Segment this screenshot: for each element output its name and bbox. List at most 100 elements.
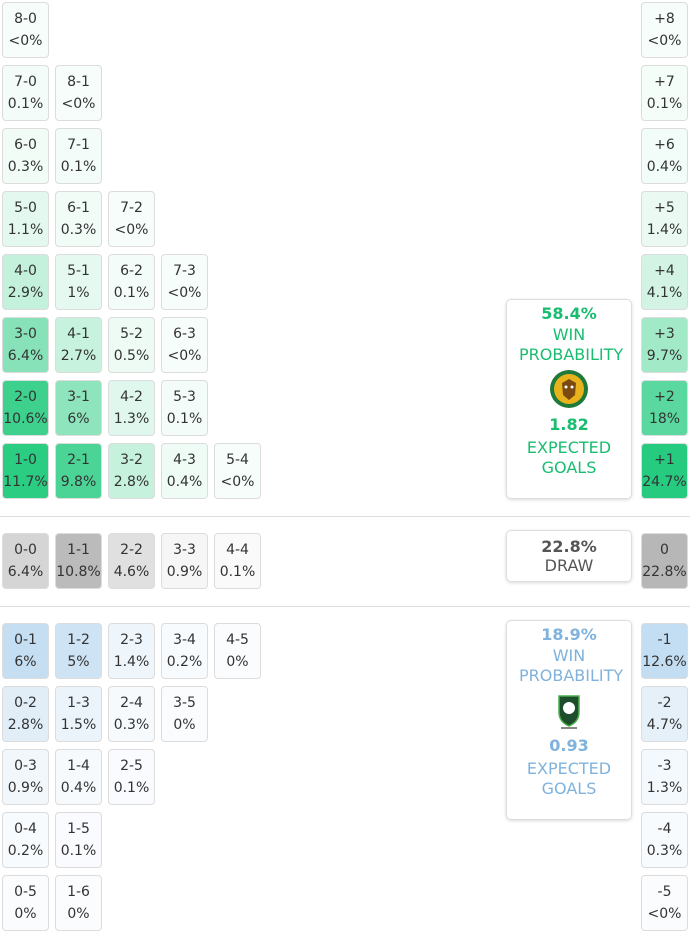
cell-text: 1.1% bbox=[7, 222, 44, 238]
score-cell: 0-1 6% bbox=[2, 623, 49, 679]
score-cell: 3-0 6.4% bbox=[2, 317, 49, 373]
score-cell: 4-1 2.7% bbox=[55, 317, 102, 373]
score-cell: 1-1 10.8% bbox=[55, 533, 102, 589]
cell-text: 5-2 bbox=[120, 326, 143, 342]
cell-text: 0 bbox=[660, 542, 669, 558]
cell-text: 1-6 bbox=[67, 884, 90, 900]
cell-text: 0.4% bbox=[166, 474, 203, 490]
margin-cell: -3 1.3% bbox=[641, 749, 688, 805]
score-cell: 2-2 4.6% bbox=[108, 533, 155, 589]
score-cell: 0-2 2.8% bbox=[2, 686, 49, 742]
score-cell: 3-2 2.8% bbox=[108, 443, 155, 499]
cell-text: 1.4% bbox=[646, 222, 683, 238]
score-cell: 2-0 10.6% bbox=[2, 380, 49, 436]
cell-text: 0-5 bbox=[14, 884, 37, 900]
cell-text: 4-3 bbox=[173, 452, 196, 468]
cell-text: 1.5% bbox=[60, 717, 97, 733]
score-cell: 5-2 0.5% bbox=[108, 317, 155, 373]
cell-text: 5-3 bbox=[173, 389, 196, 405]
cell-text: 6-3 bbox=[173, 326, 196, 342]
cell-text: -3 bbox=[657, 758, 672, 774]
home-expected-goals: 1.82 bbox=[549, 415, 589, 434]
cell-text: 5-0 bbox=[14, 200, 37, 216]
cell-text: <0% bbox=[220, 474, 255, 490]
score-cell: 3-4 0.2% bbox=[161, 623, 208, 679]
draw-label: DRAW bbox=[544, 555, 594, 575]
cell-text: 3-3 bbox=[173, 542, 196, 558]
cell-text: 1% bbox=[67, 285, 90, 301]
cell-text: 0% bbox=[226, 654, 249, 670]
home-win-label: WIN PROBABILITY bbox=[519, 325, 624, 364]
score-cell: 2-5 0.1% bbox=[108, 749, 155, 805]
cell-text: 5-4 bbox=[226, 452, 249, 468]
cell-text: 0-4 bbox=[14, 821, 37, 837]
cell-text: 6% bbox=[14, 654, 37, 670]
home-win-probability: 58.4% bbox=[541, 304, 597, 323]
score-cell: 7-1 0.1% bbox=[55, 128, 102, 184]
cell-text: 2-5 bbox=[120, 758, 143, 774]
cell-text: 0.3% bbox=[7, 159, 44, 175]
cell-text: 0.1% bbox=[7, 96, 44, 112]
score-cell: 1-5 0.1% bbox=[55, 812, 102, 868]
score-cell: 2-4 0.3% bbox=[108, 686, 155, 742]
cell-text: 0.1% bbox=[60, 159, 97, 175]
cell-text: 3-2 bbox=[120, 452, 143, 468]
away-expected-goals: 0.93 bbox=[549, 736, 589, 755]
score-cell: 8-1 <0% bbox=[55, 65, 102, 121]
cell-text: 1.3% bbox=[646, 780, 683, 796]
cell-text: 0.9% bbox=[7, 780, 44, 796]
cell-text: <0% bbox=[167, 348, 202, 364]
cell-text: 1.3% bbox=[113, 411, 150, 427]
cell-text: 3-0 bbox=[14, 326, 37, 342]
cell-text: 2-0 bbox=[14, 389, 37, 405]
cell-text: +7 bbox=[654, 74, 675, 90]
cell-text: 2-3 bbox=[120, 632, 143, 648]
cell-text: 2-2 bbox=[120, 542, 143, 558]
score-cell: 7-2 <0% bbox=[108, 191, 155, 247]
cell-text: 11.7% bbox=[3, 474, 48, 490]
score-cell: 5-0 1.1% bbox=[2, 191, 49, 247]
cell-text: 0.4% bbox=[646, 159, 683, 175]
cell-text: 0.1% bbox=[113, 285, 150, 301]
cell-text: 0.2% bbox=[7, 843, 44, 859]
cell-text: 0.2% bbox=[166, 654, 203, 670]
cell-text: 6% bbox=[67, 411, 90, 427]
cell-text: 24.7% bbox=[642, 474, 687, 490]
cell-text: 0% bbox=[173, 717, 196, 733]
score-cell: 1-0 11.7% bbox=[2, 443, 49, 499]
score-cell: 6-2 0.1% bbox=[108, 254, 155, 310]
cell-text: +6 bbox=[654, 137, 675, 153]
score-cell: 2-3 1.4% bbox=[108, 623, 155, 679]
cell-text: +5 bbox=[654, 200, 675, 216]
cell-text: 2.8% bbox=[7, 717, 44, 733]
cell-text: 4.7% bbox=[646, 717, 683, 733]
margin-cell: -5 <0% bbox=[641, 875, 688, 931]
cell-text: 3-5 bbox=[173, 695, 196, 711]
score-cell: 5-4 <0% bbox=[214, 443, 261, 499]
cell-text: 2-1 bbox=[67, 452, 90, 468]
cell-text: 0-3 bbox=[14, 758, 37, 774]
cell-text: 8-1 bbox=[67, 74, 90, 90]
margin-cell: +3 9.7% bbox=[641, 317, 688, 373]
cell-text: 3-1 bbox=[67, 389, 90, 405]
cell-text: +8 bbox=[654, 11, 675, 27]
margin-cell: 0 22.8% bbox=[641, 533, 688, 589]
margin-cell: +8 <0% bbox=[641, 2, 688, 58]
score-cell: 0-4 0.2% bbox=[2, 812, 49, 868]
cell-text: 12.6% bbox=[642, 654, 687, 670]
score-cell: 5-1 1% bbox=[55, 254, 102, 310]
cell-text: <0% bbox=[114, 222, 149, 238]
score-cell: 8-0 <0% bbox=[2, 2, 49, 58]
cell-text: 4-5 bbox=[226, 632, 249, 648]
home-xg-label: EXPECTED GOALS bbox=[526, 438, 612, 477]
cell-text: 0.3% bbox=[113, 717, 150, 733]
cell-text: 22.8% bbox=[642, 564, 687, 580]
cell-text: 1.4% bbox=[113, 654, 150, 670]
score-cell: 5-3 0.1% bbox=[161, 380, 208, 436]
score-cell: 3-1 6% bbox=[55, 380, 102, 436]
cell-text: <0% bbox=[167, 285, 202, 301]
cell-text: 3-4 bbox=[173, 632, 196, 648]
home-summary: 58.4% WIN PROBABILITY 1.82 EXPECTED GOAL… bbox=[506, 299, 632, 499]
cell-text: +4 bbox=[654, 263, 675, 279]
score-cell: 7-3 <0% bbox=[161, 254, 208, 310]
